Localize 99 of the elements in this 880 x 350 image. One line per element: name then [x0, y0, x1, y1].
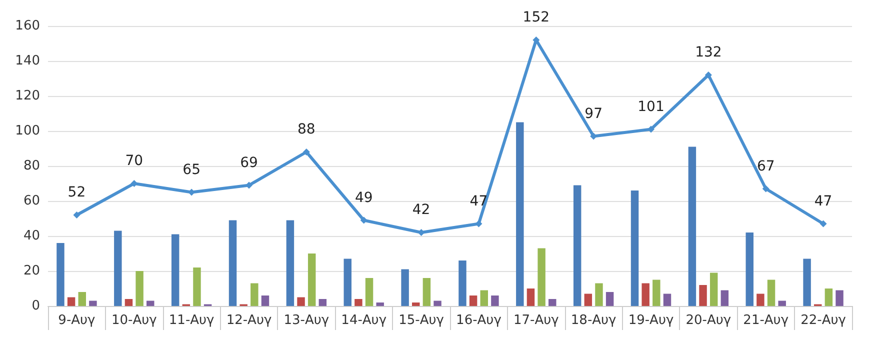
- bar: [56, 243, 64, 306]
- x-tick-label: 20-Αυγ: [686, 313, 732, 328]
- point: [360, 216, 368, 224]
- bar: [124, 299, 133, 306]
- y-tick-label: 120: [15, 88, 40, 104]
- point: [704, 72, 712, 78]
- data-label: 47: [814, 193, 832, 210]
- y-tick-label: 80: [23, 158, 40, 174]
- bar: [365, 278, 374, 306]
- bar: [114, 230, 122, 306]
- bar: [67, 297, 76, 306]
- y-tick-label: 100: [15, 124, 40, 138]
- bar: [516, 122, 524, 306]
- x-tick-label: 11-Αυγ: [168, 313, 215, 328]
- y-tick-label: 20: [23, 264, 40, 278]
- y-tick-label: 40: [23, 228, 40, 244]
- bar: [286, 220, 294, 306]
- x-tick-label: 12-Αυγ: [226, 313, 272, 328]
- data-label: 42: [412, 202, 430, 218]
- y-tick-label: 140: [15, 54, 40, 68]
- point: [246, 182, 252, 189]
- bar: [710, 272, 718, 306]
- bar: [584, 294, 592, 306]
- bar: [250, 283, 258, 306]
- bar: [688, 146, 696, 306]
- data-label: 67: [756, 158, 775, 174]
- bar: [746, 232, 754, 306]
- data-label: 88: [298, 122, 316, 138]
- bar: [228, 220, 237, 306]
- y-tick-label: 0: [32, 298, 40, 314]
- bar: [434, 300, 442, 306]
- bar: [491, 296, 499, 306]
- bar: [469, 296, 478, 306]
- x-tick-label: 18-Αυγ: [570, 313, 617, 328]
- x-tick-label: 22-Αυγ: [800, 313, 846, 328]
- bar: [354, 299, 362, 306]
- point: [762, 185, 770, 192]
- data-label: 69: [240, 154, 258, 171]
- x-tick-label: 16-Αυγ: [456, 313, 502, 328]
- point: [475, 220, 482, 228]
- bar: [458, 260, 466, 306]
- data-label: 132: [695, 44, 722, 60]
- bar: [318, 299, 327, 306]
- bar: [376, 302, 384, 306]
- bar: [538, 248, 546, 306]
- data-label: 101: [638, 98, 664, 115]
- bar: [824, 288, 833, 306]
- bar: [401, 269, 409, 306]
- bar: [652, 280, 660, 306]
- bar: [595, 283, 603, 306]
- point: [302, 148, 310, 156]
- bar: [767, 280, 776, 306]
- data-label: 97: [584, 106, 602, 122]
- bar: [699, 285, 707, 306]
- data-label: 49: [354, 190, 373, 206]
- bar: [171, 234, 180, 306]
- bar: [422, 278, 431, 306]
- data-label: 65: [182, 162, 200, 178]
- bar: [548, 299, 556, 306]
- bar: [803, 258, 811, 306]
- bar: [778, 300, 786, 306]
- x-tick-label: 15-Αυγ: [398, 313, 444, 328]
- x-tick-label: 13-Αυγ: [284, 313, 330, 328]
- bar: [720, 290, 729, 306]
- bar: [261, 296, 270, 306]
- bar: [642, 283, 650, 306]
- x-tick-label: 9-Αυγ: [58, 313, 96, 328]
- bar: [78, 292, 86, 306]
- bar: [836, 290, 844, 306]
- point: [418, 229, 425, 236]
- bar: [193, 268, 201, 306]
- bar: [630, 190, 639, 306]
- point: [648, 126, 654, 133]
- x-tick-label: 10-Αυγ: [111, 313, 158, 328]
- data-label: 70: [125, 153, 144, 169]
- x-tick-label: 14-Αυγ: [341, 313, 387, 328]
- y-tick-label: 60: [23, 194, 40, 208]
- bar: [573, 185, 582, 306]
- bar: [663, 294, 672, 306]
- bar: [526, 288, 535, 306]
- bar: [136, 271, 144, 306]
- bar: [89, 300, 97, 306]
- x-tick-label: 21-Αυγ: [743, 313, 789, 328]
- data-label: 52: [68, 184, 86, 200]
- bar: [308, 254, 316, 306]
- point: [820, 220, 827, 228]
- bar: [344, 258, 352, 306]
- bar: [146, 300, 154, 306]
- x-tick-label: 17-Αυγ: [513, 313, 560, 328]
- bar: [756, 294, 764, 306]
- bar: [412, 302, 420, 306]
- point: [73, 212, 80, 218]
- data-label: 152: [522, 10, 550, 26]
- y-tick-label: 160: [15, 18, 40, 34]
- bar: [606, 292, 614, 306]
- point: [130, 180, 138, 187]
- bar: [297, 297, 305, 306]
- bar: [480, 290, 488, 306]
- x-tick-label: 19-Αυγ: [628, 313, 674, 328]
